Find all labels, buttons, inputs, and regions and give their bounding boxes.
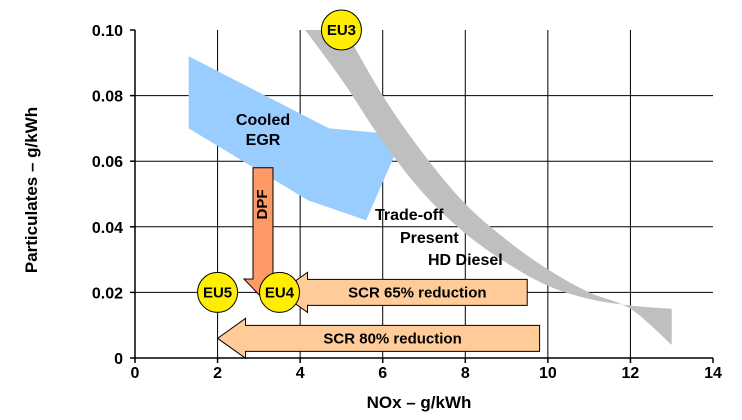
x-tick-label: 10 bbox=[539, 365, 557, 382]
x-tick-label: 4 bbox=[296, 365, 305, 382]
x-tick-label: 0 bbox=[131, 365, 140, 382]
point-eu5 bbox=[197, 271, 239, 313]
points: EU3 EU4 EU5 bbox=[197, 9, 362, 313]
arrow-label-scr-80-reduction: SCR 80% reduction bbox=[323, 330, 461, 347]
arrows: DPF SCR 65% reduction SCR 80% reduction bbox=[216, 167, 541, 360]
y-tick-label: 0.06 bbox=[92, 154, 123, 171]
annotations: NOx – g/kWh Particulates – g/kWh Cooled EGR… bbox=[22, 107, 503, 412]
y-tick-label: 0 bbox=[114, 351, 123, 368]
x-tick-label: 12 bbox=[622, 365, 640, 382]
arrow-label-dpf: DPF bbox=[254, 189, 271, 219]
trade-off-label: Trade-off bbox=[375, 207, 444, 224]
arrow-label-scr-65-reduction: SCR 65% reduction bbox=[348, 284, 486, 301]
arrow-scr-80-reduction bbox=[216, 317, 541, 360]
x-tick-label: 14 bbox=[704, 365, 722, 382]
region-trade-off-present-hd-diesel bbox=[305, 30, 672, 345]
regions bbox=[188, 30, 672, 345]
y-tick-label: 0.08 bbox=[92, 89, 123, 106]
cooled-egr-label: EGR bbox=[246, 132, 281, 149]
cooled-egr-label: Cooled bbox=[236, 112, 290, 129]
point-label-eu5: EU5 bbox=[203, 284, 232, 301]
x-axis-title: NOx – g/kWh bbox=[367, 393, 472, 412]
point-eu4 bbox=[259, 271, 300, 313]
tick-labels: 0 2 4 6 8 10 12 14 0 0.02 0.04 0.06 0.08 0.10 bbox=[92, 23, 722, 382]
x-tick-label: 2 bbox=[213, 365, 222, 382]
y-tick-label: 0.04 bbox=[92, 220, 123, 237]
axes bbox=[130, 29, 714, 363]
y-tick-label: 0.02 bbox=[92, 285, 123, 302]
x-tick-label: 8 bbox=[461, 365, 470, 382]
y-tick-label: 0.10 bbox=[92, 23, 123, 40]
trade-off-label: HD Diesel bbox=[428, 252, 503, 269]
trade-off-label: Present bbox=[400, 230, 459, 247]
y-axis-title: Particulates – g/kWh bbox=[22, 107, 41, 273]
point-label-eu4: EU4 bbox=[265, 284, 295, 301]
point-eu3 bbox=[320, 9, 362, 51]
x-tick-label: 6 bbox=[378, 365, 387, 382]
region-cooled-egr bbox=[188, 56, 404, 221]
point-label-eu3: EU3 bbox=[327, 22, 356, 39]
